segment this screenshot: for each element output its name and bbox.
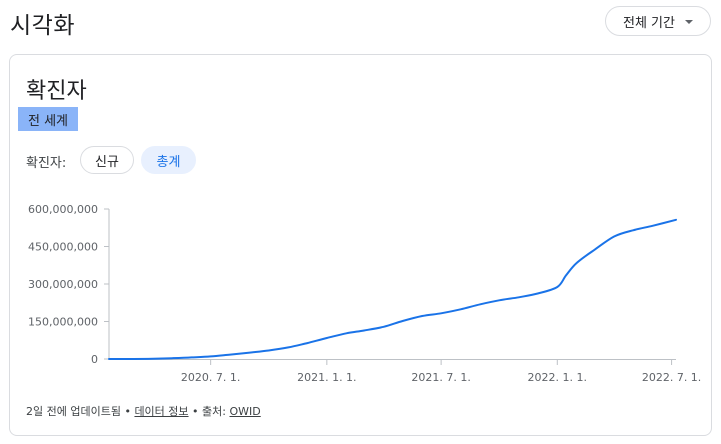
y-tick-label: 0 [91,353,98,366]
footer: 2일 전에 업데이트됨 • 데이터 정보 • 출처: OWID [26,403,261,419]
toggle-total-button[interactable]: 총계 [141,146,196,174]
data-info-link[interactable]: 데이터 정보 [134,405,189,418]
toggle-new-button[interactable]: 신규 [80,146,134,174]
period-label: 전체 기간 [623,15,675,31]
footer-separator: • [120,405,135,418]
cases-card: 확진자 전 세계 확진자: 신규 총계 [9,54,712,436]
x-tick-label: 2022. 7. 1. [642,371,701,384]
source-link[interactable]: OWID [229,405,261,418]
card-title: 확진자 [26,79,87,104]
toggle-label: 확진자: [26,156,67,171]
series-line [108,218,677,360]
updated-text: 2일 전에 업데이트됨 [26,405,121,418]
y-tick-label: 450,000,000 [28,241,98,254]
x-tick-label: 2022. 1. 1. [528,371,587,384]
region-chip[interactable]: 전 세계 [18,107,79,131]
x-tick-label: 2021. 1. 1. [297,371,356,384]
period-dropdown[interactable]: 전체 기간 [605,6,711,36]
x-tick-label: 2020. 7. 1. [181,371,240,384]
source-prefix: • 출처: [188,405,230,418]
y-tick-label: 150,000,000 [28,316,98,329]
x-tick-label: 2021. 7. 1. [411,371,470,384]
y-tick-label: 600,000,000 [28,203,98,216]
page-title: 시각화 [10,13,75,39]
chevron-down-icon [684,19,693,24]
y-tick-label: 300,000,000 [28,278,98,291]
